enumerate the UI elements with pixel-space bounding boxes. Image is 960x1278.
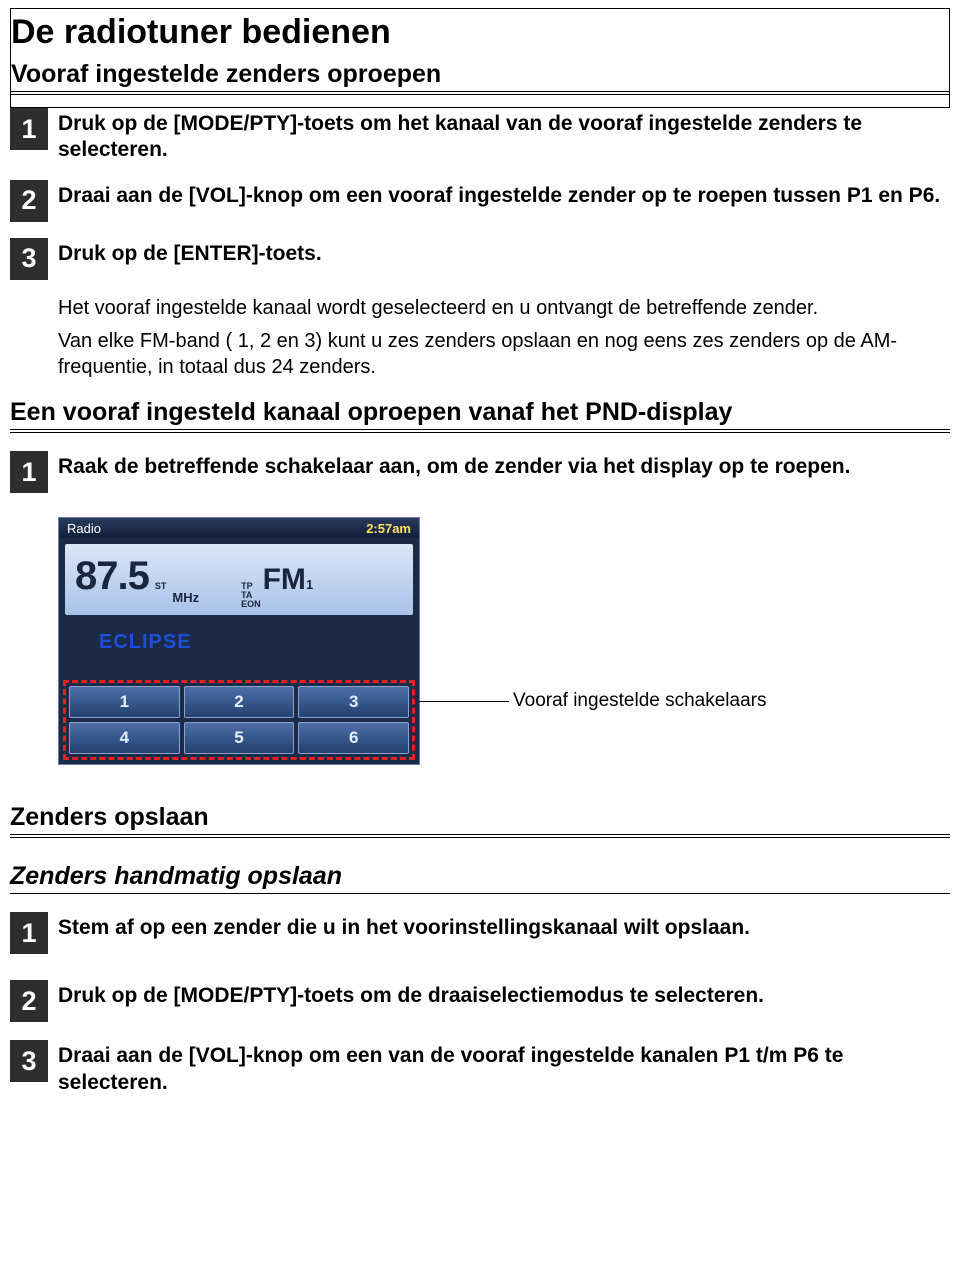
display-time: 2:57am bbox=[366, 521, 411, 536]
step-text: Stem af op een zender die u in het voori… bbox=[58, 912, 750, 941]
step-text: Druk op de [MODE/PTY]-toets om de draais… bbox=[58, 980, 764, 1009]
callout-label: Vooraf ingestelde schakelaars bbox=[513, 690, 767, 712]
section3-heading: Zenders opslaan bbox=[10, 803, 950, 838]
section1-heading: Vooraf ingestelde zenders oproepen bbox=[11, 60, 949, 95]
display-readout: 87.5 ST MHz TP TA EON FM 1 bbox=[65, 544, 413, 615]
step-row: 1 Druk op de [MODE/PTY]-toets om het kan… bbox=[10, 108, 950, 164]
section2-heading: Een vooraf ingesteld kanaal oproepen van… bbox=[10, 398, 950, 433]
band-label: FM bbox=[263, 563, 306, 597]
step-text: Draai aan de [VOL]-knop om een vooraf in… bbox=[58, 180, 940, 209]
callout-line bbox=[419, 701, 509, 702]
step-row: 2 Druk op de [MODE/PTY]-toets om de draa… bbox=[10, 980, 950, 1022]
preset-button-6[interactable]: 6 bbox=[298, 722, 409, 754]
preset-button-3[interactable]: 3 bbox=[298, 686, 409, 718]
preset-highlight-box: 1 2 3 4 5 6 bbox=[63, 680, 415, 760]
station-name: ECLIPSE bbox=[59, 621, 419, 680]
step-number: 1 bbox=[10, 108, 48, 150]
frequency-value: 87.5 bbox=[75, 554, 149, 599]
step-number: 3 bbox=[10, 1040, 48, 1082]
band-index: 1 bbox=[306, 577, 313, 592]
step-number: 2 bbox=[10, 180, 48, 222]
display-mode-label: Radio bbox=[67, 521, 101, 536]
step-row: 1 Raak de betreffende schakelaar aan, om… bbox=[10, 451, 950, 493]
frequency-unit: MHz bbox=[172, 590, 199, 605]
pnd-display: Radio 2:57am 87.5 ST MHz TP TA EON FM 1 … bbox=[58, 517, 420, 765]
indicator-st: ST bbox=[155, 582, 167, 591]
step-text: Raak de betreffende schakelaar aan, om d… bbox=[58, 451, 850, 480]
step-row: 1 Stem af op een zender die u in het voo… bbox=[10, 912, 950, 954]
section1-note1: Het vooraf ingestelde kanaal wordt gesel… bbox=[58, 296, 950, 322]
step-number: 2 bbox=[10, 980, 48, 1022]
step-row: 3 Druk op de [ENTER]-toets. bbox=[10, 238, 950, 280]
preset-button-4[interactable]: 4 bbox=[69, 722, 180, 754]
step-number: 1 bbox=[10, 912, 48, 954]
preset-button-2[interactable]: 2 bbox=[184, 686, 295, 718]
step-text: Draai aan de [VOL]-knop om een van de vo… bbox=[58, 1040, 950, 1096]
step-text: Druk op de [MODE/PTY]-toets om het kanaa… bbox=[58, 108, 950, 164]
section3-subheading: Zenders handmatig opslaan bbox=[10, 862, 950, 894]
step-number: 3 bbox=[10, 238, 48, 280]
step-row: 3 Draai aan de [VOL]-knop om een van de … bbox=[10, 1040, 950, 1096]
section1-note2: Van elke FM-band ( 1, 2 en 3) kunt u zes… bbox=[58, 329, 950, 380]
preset-button-5[interactable]: 5 bbox=[184, 722, 295, 754]
indicator-eon: EON bbox=[241, 600, 261, 609]
step-number: 1 bbox=[10, 451, 48, 493]
page-title: De radiotuner bedienen bbox=[11, 13, 949, 52]
preset-button-1[interactable]: 1 bbox=[69, 686, 180, 718]
step-row: 2 Draai aan de [VOL]-knop om een vooraf … bbox=[10, 180, 950, 222]
step-text: Druk op de [ENTER]-toets. bbox=[58, 238, 322, 267]
